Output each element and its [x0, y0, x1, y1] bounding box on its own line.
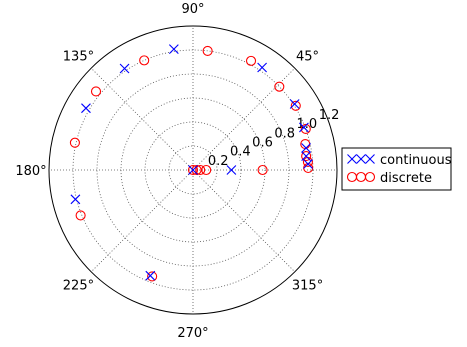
data-point-continuous [119, 63, 130, 74]
legend-symbol-continuous [347, 154, 375, 164]
data-point-discrete [201, 164, 212, 176]
data-point-discrete [301, 151, 312, 162]
data-point-discrete [300, 123, 311, 135]
data-point-continuous [168, 44, 179, 54]
data-point-discrete [90, 86, 102, 97]
legend-label-discrete: discrete [380, 171, 432, 186]
data-point-continuous [81, 103, 91, 114]
data-point-continuous [226, 165, 237, 175]
legend-box [341, 147, 452, 191]
radial-gridline [120, 97, 266, 243]
data-point-discrete [69, 137, 80, 148]
data-point-continuous [299, 122, 309, 133]
r-tick-label: 0.6 [252, 135, 273, 150]
theta-tick-label: 270° [177, 326, 208, 341]
data-point-discrete [274, 81, 285, 92]
data-point-continuous [145, 270, 156, 281]
radial-gridline [96, 73, 290, 267]
data-point-discrete [245, 55, 257, 66]
polar-grid [48, 25, 338, 315]
theta-tick-label: 225° [63, 279, 94, 294]
angular-gridline [192, 67, 296, 171]
data-point-continuous [289, 99, 300, 109]
angular-gridline [90, 169, 194, 273]
legend-label-continuous: continuous [380, 153, 452, 168]
data-point-discrete [257, 164, 268, 176]
data-point-discrete [187, 164, 199, 176]
radial-gridline [72, 49, 314, 291]
data-point-discrete [202, 45, 213, 56]
r-tick-label: 0.2 [208, 154, 229, 169]
r-tick-label: 1.2 [319, 108, 340, 123]
polar-frame [48, 25, 338, 315]
data-point-discrete [191, 164, 202, 176]
data-point-continuous [301, 143, 311, 153]
data-point-continuous [188, 165, 198, 175]
legend-marker-discrete [364, 171, 376, 183]
legend-marker-continuous [356, 154, 366, 164]
legend-marker-continuous [365, 154, 375, 164]
data-point-discrete [75, 210, 86, 221]
data-point-discrete [195, 164, 206, 176]
legend-symbol-discrete [346, 171, 376, 183]
data-markers [69, 44, 314, 282]
radial-gridline [168, 145, 218, 195]
radial-gridline [144, 121, 242, 219]
data-point-discrete [147, 271, 158, 282]
legend: continuous discrete [341, 147, 452, 191]
data-point-discrete [290, 100, 301, 111]
data-point-continuous [70, 194, 81, 205]
angular-gridline [192, 169, 296, 273]
data-point-continuous [257, 62, 268, 73]
theta-tick-label: 315° [292, 279, 323, 294]
data-point-continuous [301, 151, 312, 161]
data-point-discrete [302, 156, 313, 168]
theta-tick-label: 45° [296, 49, 319, 64]
theta-tick-label: 135° [63, 49, 94, 64]
legend-marker-continuous [347, 154, 357, 164]
theta-tick-label: 180° [15, 164, 46, 179]
data-point-discrete [139, 55, 150, 66]
theta-tick-label: 90° [181, 2, 204, 17]
r-tick-label: 0.4 [230, 145, 251, 160]
r-tick-label: 0.8 [274, 126, 295, 141]
data-point-continuous [303, 159, 313, 169]
